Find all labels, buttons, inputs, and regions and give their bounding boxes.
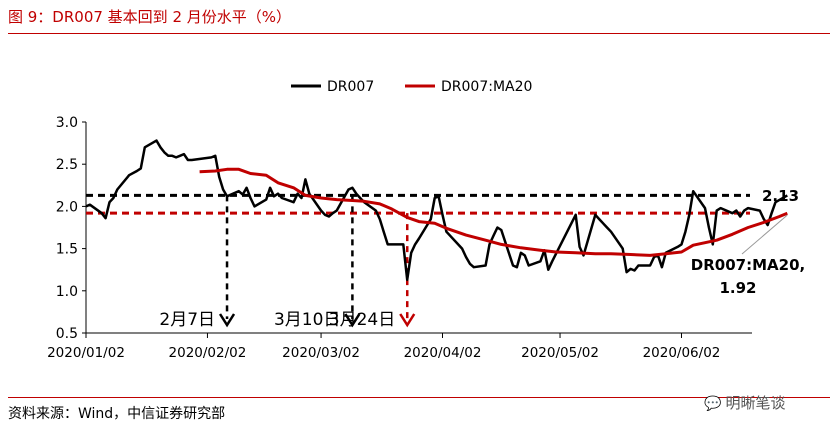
event-marker-label: 3月10日 xyxy=(274,310,340,330)
y-tick-label: 0.5 xyxy=(56,326,78,342)
legend-label-ma20: DR007:MA20 xyxy=(441,79,532,95)
ma20-annotation-leader xyxy=(741,214,788,255)
x-tick-label: 2020/01/02 xyxy=(47,345,125,361)
y-tick-label: 2.0 xyxy=(56,199,78,215)
x-tick-label: 2020/04/02 xyxy=(404,345,482,361)
ma20-series-line xyxy=(199,167,788,257)
dr007-series-line xyxy=(85,139,788,282)
event-marker-label: 3月24日 xyxy=(329,310,395,330)
footer-divider xyxy=(8,397,830,398)
watermark: 💬 明晰笔谈 xyxy=(704,392,785,413)
legend-label-dr007: DR007 xyxy=(327,79,374,95)
ma20-annotation-name: DR007:MA20, xyxy=(691,256,805,274)
event-marker-arrow xyxy=(344,313,361,328)
y-tick-label: 3.0 xyxy=(56,115,78,131)
event-marker-arrow xyxy=(218,313,236,328)
chart-title: 图 9：DR007 基本回到 2 月份水平（%） xyxy=(8,8,292,26)
ma20-annotation-value: 1.92 xyxy=(719,279,756,297)
y-tick-label: 1.0 xyxy=(56,284,78,300)
x-tick-label: 2020/06/02 xyxy=(643,345,721,361)
title-divider xyxy=(8,33,830,34)
x-tick-label: 2020/05/02 xyxy=(521,345,599,361)
event-marker-arrow xyxy=(399,313,416,328)
y-tick-label: 1.5 xyxy=(56,242,78,258)
source-note: 资料来源：Wind，中信证券研究部 xyxy=(8,406,226,422)
event-marker-label: 2月7日 xyxy=(159,310,215,330)
x-tick-label: 2020/02/02 xyxy=(169,345,247,361)
dr007-last-value-label: 2.13 xyxy=(762,187,799,205)
wechat-icon: 💬 xyxy=(704,396,722,412)
y-tick-label: 2.5 xyxy=(56,157,78,173)
x-tick-label: 2020/03/02 xyxy=(282,345,360,361)
watermark-text: 明晰笔谈 xyxy=(725,394,786,412)
